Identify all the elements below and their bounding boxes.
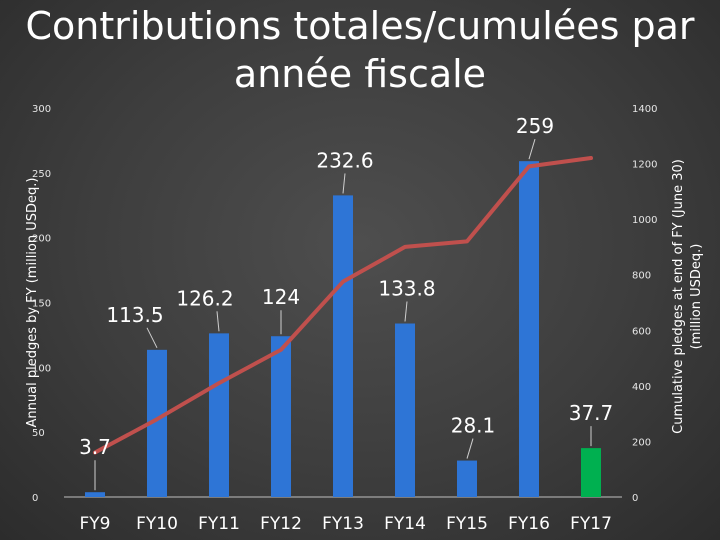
- y-tick-label: 250: [32, 169, 51, 180]
- bar-fy16: [519, 161, 539, 497]
- x-tick-label: FY13: [322, 514, 364, 534]
- bar-fy14: [395, 323, 415, 497]
- y-tick-label: 150: [32, 299, 51, 310]
- y2-axis-label-line2: (million USDeq.): [689, 244, 704, 350]
- data-label: 126.2: [176, 286, 233, 310]
- data-label: 37.7: [569, 401, 614, 425]
- bar-fy10: [147, 349, 167, 497]
- data-label: 232.6: [316, 148, 373, 172]
- data-label: 113.5: [106, 303, 163, 327]
- x-tick-label: FY15: [446, 514, 488, 534]
- data-label: 28.1: [451, 414, 496, 438]
- y2-tick-label: 200: [632, 437, 651, 448]
- data-label-leader: [216, 311, 220, 332]
- y2-tick-label: 0: [632, 493, 638, 504]
- y-tick-label: 0: [32, 493, 38, 504]
- bar-fy15: [457, 460, 477, 497]
- x-tick-label: FY12: [260, 514, 302, 534]
- y2-tick-label: 400: [632, 382, 651, 393]
- x-tick-label: FY9: [80, 514, 111, 534]
- y-tick-label: 200: [32, 234, 51, 245]
- y2-tick-label: 1400: [632, 104, 657, 115]
- data-label-leader: [146, 327, 158, 349]
- x-tick-label: FY10: [136, 514, 178, 534]
- bar-fy17: [581, 448, 601, 497]
- y-tick-label: 300: [32, 104, 51, 115]
- data-label: 259: [516, 114, 554, 138]
- y2-tick-label: 1200: [632, 160, 657, 171]
- bar-fy13: [333, 195, 353, 498]
- y-tick-label: 50: [32, 428, 45, 439]
- bar-fy12: [271, 336, 291, 497]
- data-label: 133.8: [378, 277, 435, 301]
- bar-fy11: [209, 333, 229, 497]
- data-label-leader: [404, 301, 408, 322]
- bar-fy9: [85, 492, 105, 497]
- y2-axis-label-line1: Cumulative pledges at end of FY (June 30…: [671, 159, 686, 434]
- x-tick-label: FY17: [570, 514, 612, 534]
- y-tick-label: 100: [32, 363, 51, 374]
- data-label-leader: [466, 438, 474, 459]
- x-tick-label: FY14: [384, 514, 426, 534]
- y2-tick-label: 1000: [632, 215, 657, 226]
- data-label-leader: [528, 139, 536, 160]
- x-tick-label: FY11: [198, 514, 240, 534]
- data-label-leader: [342, 173, 346, 194]
- y-axis-label: Annual pledges by FY (million USDeq.): [25, 178, 40, 428]
- data-label: 3.7: [79, 435, 111, 459]
- data-label: 124: [262, 285, 300, 309]
- x-tick-label: FY16: [508, 514, 550, 534]
- cumulative-line: [93, 156, 593, 455]
- y2-tick-label: 800: [632, 271, 651, 282]
- chart-title: Contributions totales/cumulées par année…: [25, 4, 695, 96]
- y2-tick-label: 600: [632, 326, 651, 337]
